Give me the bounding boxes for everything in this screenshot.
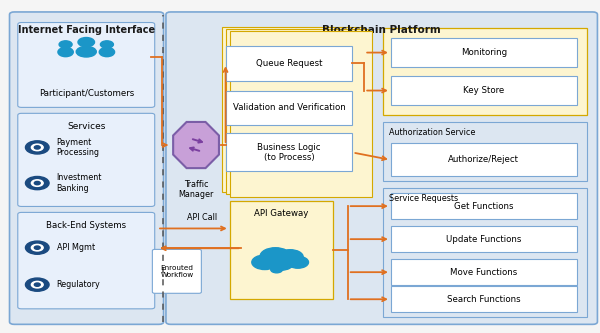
- FancyBboxPatch shape: [10, 12, 164, 324]
- Text: Internet Facing Interface: Internet Facing Interface: [18, 25, 155, 35]
- Circle shape: [31, 281, 43, 288]
- Circle shape: [269, 257, 293, 270]
- Text: Authorization Service: Authorization Service: [389, 128, 475, 137]
- Text: Monitoring: Monitoring: [461, 48, 507, 57]
- Text: Get Functions: Get Functions: [454, 201, 514, 211]
- Text: API Gateway: API Gateway: [254, 209, 308, 218]
- FancyBboxPatch shape: [152, 249, 202, 293]
- Text: Update Functions: Update Functions: [446, 235, 521, 244]
- Bar: [383, 188, 587, 317]
- Text: Investment
Banking: Investment Banking: [57, 173, 102, 193]
- Circle shape: [25, 141, 49, 154]
- Ellipse shape: [58, 47, 73, 57]
- Text: Traffic
Manager: Traffic Manager: [178, 180, 214, 199]
- Text: Validation and Verification: Validation and Verification: [233, 103, 346, 112]
- Circle shape: [25, 176, 49, 190]
- Circle shape: [34, 181, 40, 185]
- Bar: [230, 31, 372, 196]
- Bar: [391, 144, 577, 176]
- Bar: [391, 226, 577, 252]
- Text: Back-End Systems: Back-End Systems: [46, 221, 127, 230]
- Circle shape: [31, 244, 43, 251]
- Bar: [391, 259, 577, 285]
- Circle shape: [31, 144, 43, 151]
- FancyBboxPatch shape: [18, 23, 155, 107]
- Bar: [226, 134, 352, 171]
- Circle shape: [78, 38, 95, 47]
- Polygon shape: [173, 122, 219, 168]
- FancyBboxPatch shape: [166, 12, 598, 324]
- Circle shape: [252, 255, 278, 269]
- Circle shape: [59, 41, 72, 48]
- Text: API Mgmt: API Mgmt: [57, 243, 95, 252]
- Text: API Call: API Call: [187, 213, 217, 222]
- Ellipse shape: [76, 46, 96, 57]
- Bar: [391, 193, 577, 219]
- Bar: [230, 201, 333, 299]
- Bar: [226, 46, 352, 81]
- Text: Enrouted
Workflow: Enrouted Workflow: [160, 265, 193, 278]
- Bar: [226, 91, 352, 125]
- Text: Search Functions: Search Functions: [447, 295, 521, 304]
- Bar: [383, 122, 587, 181]
- Circle shape: [25, 278, 49, 291]
- Circle shape: [25, 241, 49, 254]
- Bar: [391, 76, 577, 106]
- Circle shape: [34, 146, 40, 149]
- Circle shape: [100, 41, 113, 48]
- Circle shape: [277, 250, 303, 264]
- Ellipse shape: [99, 47, 115, 57]
- FancyBboxPatch shape: [18, 212, 155, 309]
- Text: Services: Services: [67, 122, 106, 131]
- Bar: [391, 38, 577, 68]
- Text: Key Store: Key Store: [463, 86, 505, 95]
- Text: Move Functions: Move Functions: [450, 268, 517, 277]
- Bar: [383, 28, 587, 115]
- Text: Business Logic
(to Process): Business Logic (to Process): [257, 143, 321, 162]
- Bar: [391, 286, 577, 312]
- Text: Authorize/Reject: Authorize/Reject: [448, 156, 520, 165]
- Text: Payment
Processing: Payment Processing: [57, 138, 100, 157]
- Circle shape: [271, 266, 283, 273]
- Circle shape: [34, 283, 40, 286]
- Text: Service Requests: Service Requests: [389, 194, 458, 203]
- Circle shape: [287, 256, 308, 268]
- Circle shape: [260, 248, 291, 265]
- Text: Queue Request: Queue Request: [256, 59, 322, 68]
- Text: Participant/Customers: Participant/Customers: [38, 89, 134, 98]
- FancyBboxPatch shape: [18, 113, 155, 206]
- Text: Regulatory: Regulatory: [57, 280, 100, 289]
- Circle shape: [34, 246, 40, 249]
- Bar: [222, 27, 364, 192]
- Circle shape: [31, 180, 43, 186]
- Bar: [226, 29, 368, 194]
- Text: Blockchain Platform: Blockchain Platform: [322, 25, 441, 35]
